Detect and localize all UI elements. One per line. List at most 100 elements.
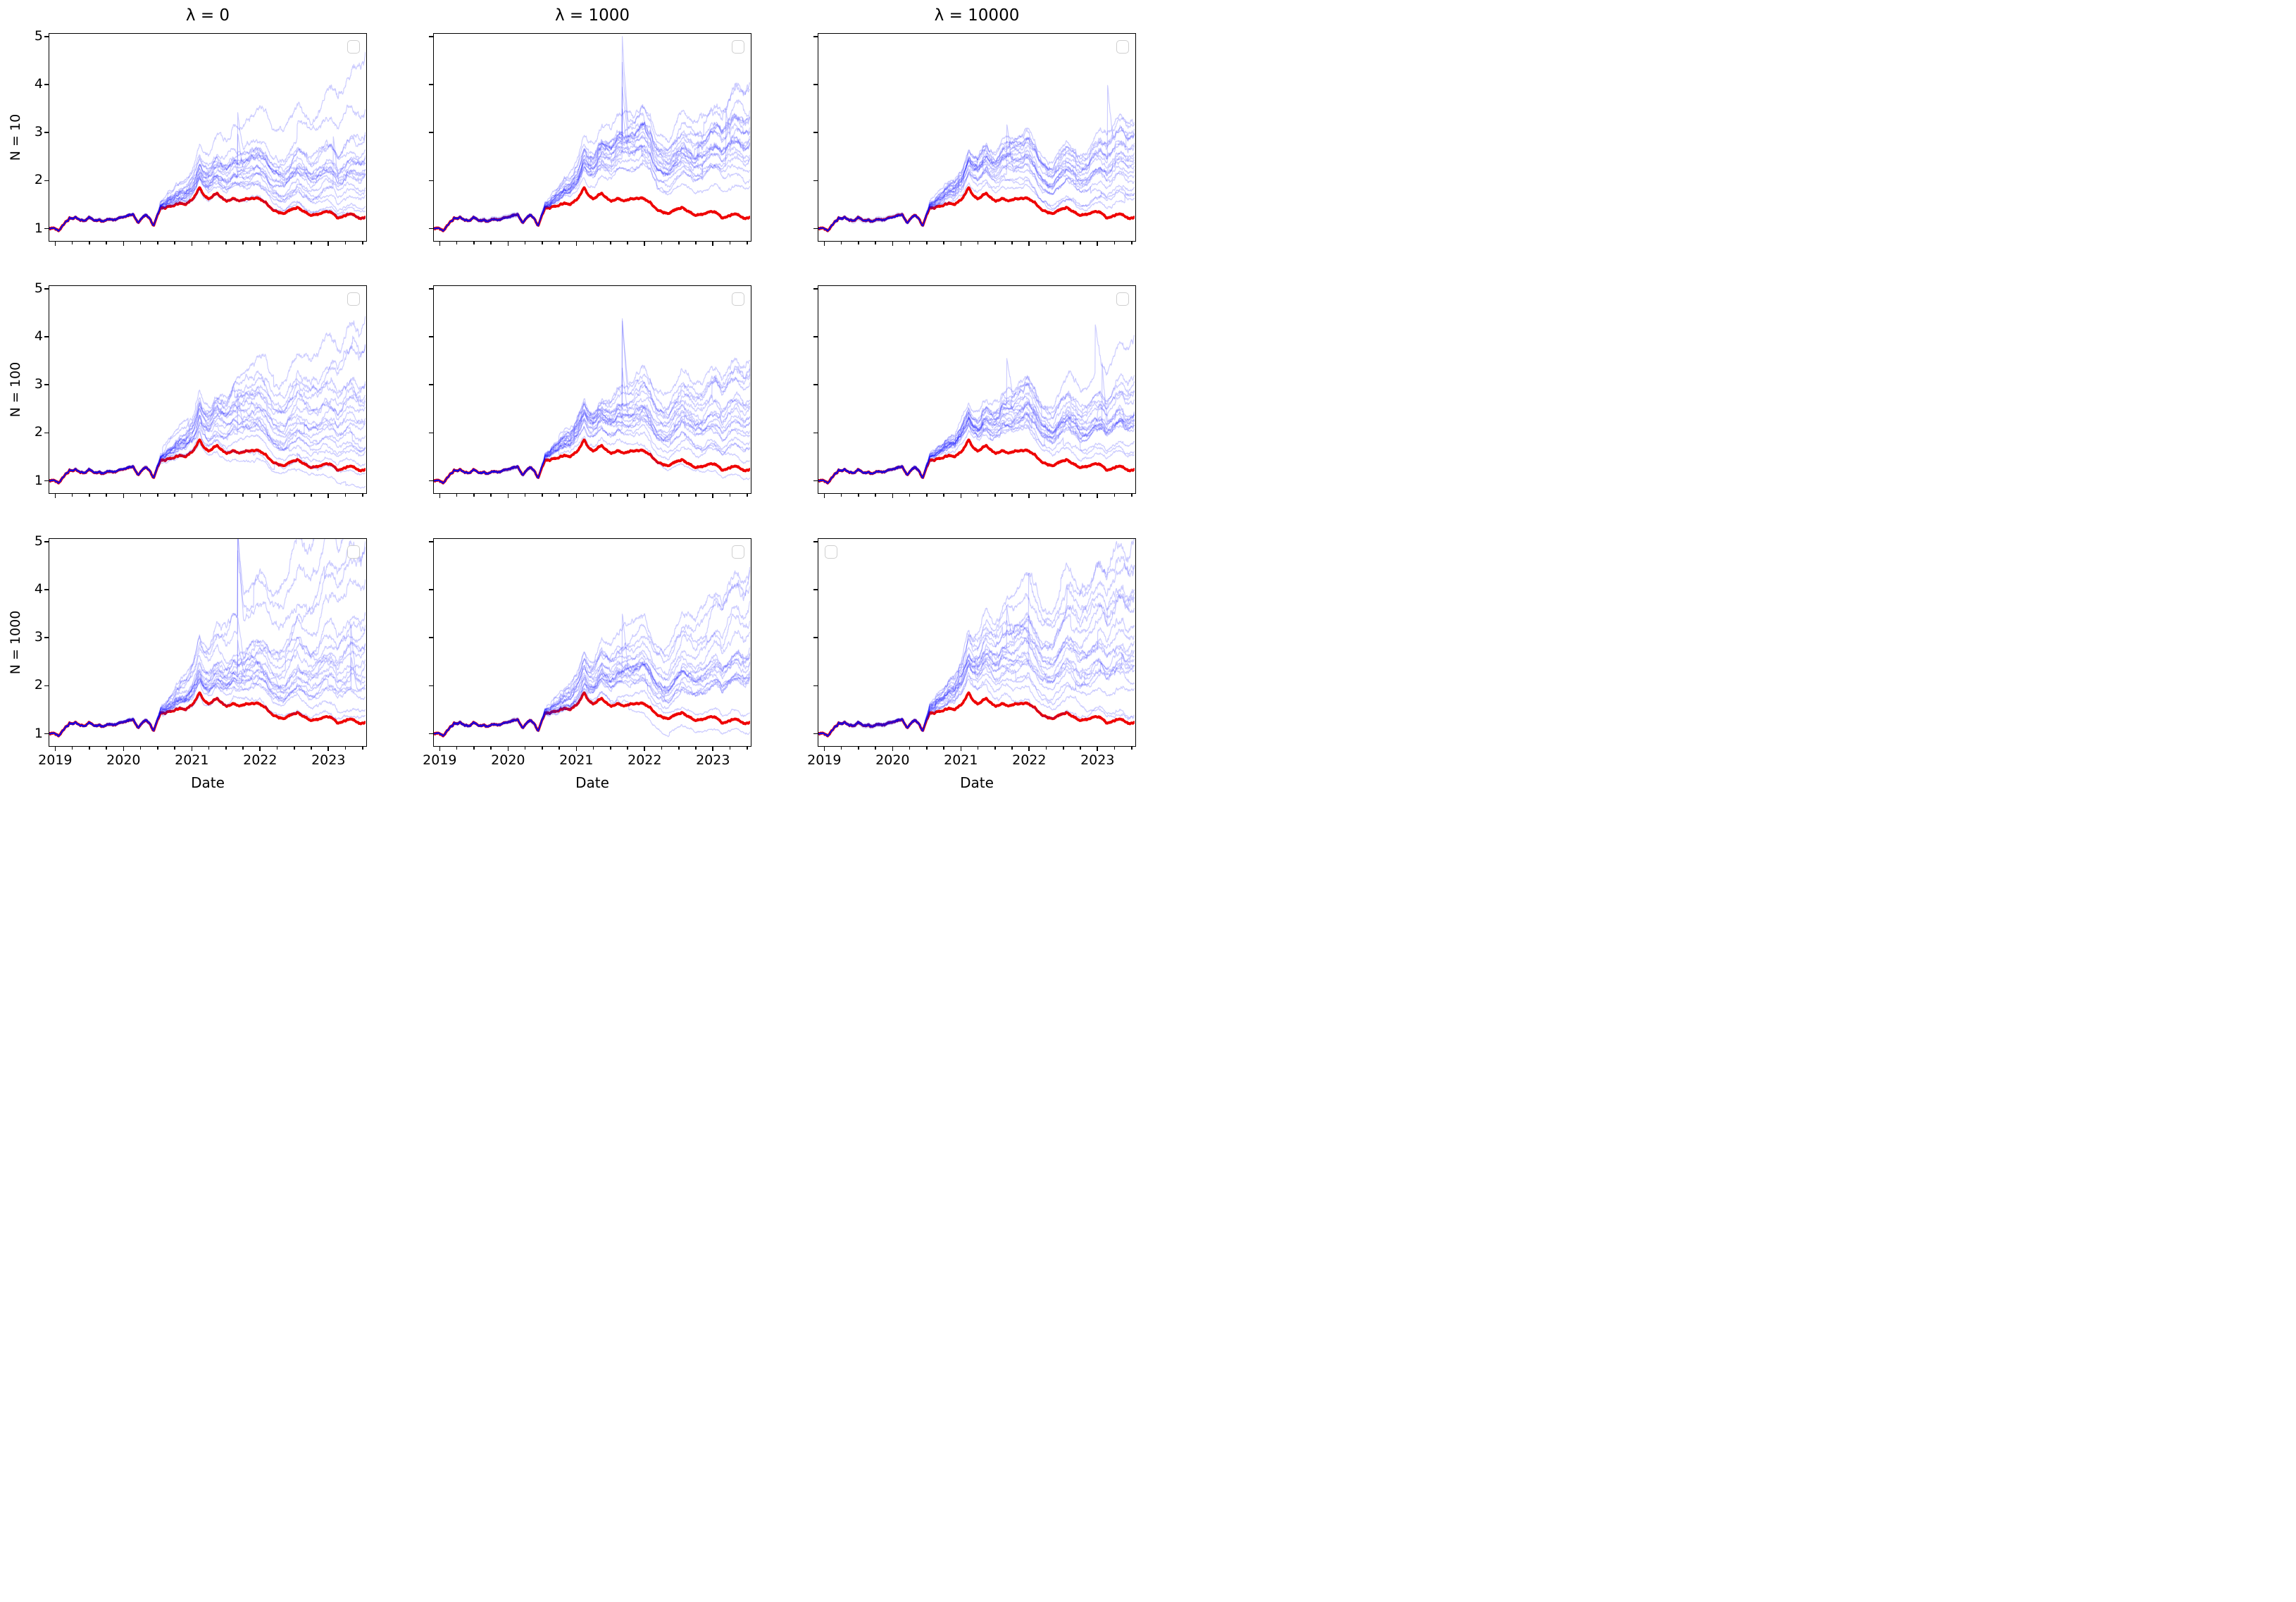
col-title-lambda-10000: λ = 10000 xyxy=(934,6,1020,25)
x-minor-tick xyxy=(1130,747,1133,750)
x-major-tick xyxy=(892,242,894,246)
x-major-tick xyxy=(823,242,825,246)
y-tick-label: 5 xyxy=(34,533,43,549)
x-minor-tick xyxy=(524,242,526,244)
x-minor-tick xyxy=(456,494,458,497)
y-major-tick xyxy=(813,480,818,482)
x-minor-tick xyxy=(627,242,628,244)
y-major-tick xyxy=(44,132,49,134)
y-tick-label: 5 xyxy=(34,28,43,44)
y-major-tick xyxy=(429,336,433,337)
x-tick-label: 2021 xyxy=(559,752,594,768)
x-minor-tick xyxy=(157,747,158,750)
x-minor-tick xyxy=(361,747,363,750)
x-major-tick xyxy=(259,242,261,246)
legend-box xyxy=(347,40,360,54)
x-major-tick xyxy=(327,242,330,246)
x-minor-tick xyxy=(909,747,911,750)
legend-box xyxy=(347,545,360,559)
x-major-tick xyxy=(191,242,193,246)
y-major-tick xyxy=(813,132,818,134)
x-minor-tick xyxy=(840,494,842,497)
y-major-tick xyxy=(429,84,433,85)
x-minor-tick xyxy=(208,242,210,244)
x-major-tick xyxy=(507,242,509,246)
x-minor-tick xyxy=(1062,494,1064,497)
x-minor-tick xyxy=(1062,747,1064,750)
x-major-tick xyxy=(712,242,714,246)
x-minor-tick xyxy=(276,494,278,497)
x-minor-tick xyxy=(139,494,142,497)
x-minor-tick xyxy=(524,747,526,750)
y-major-tick xyxy=(813,288,818,290)
x-minor-tick xyxy=(344,494,347,497)
y-major-tick xyxy=(429,180,433,182)
x-major-tick xyxy=(259,494,261,498)
x-minor-tick xyxy=(695,242,697,244)
x-minor-tick xyxy=(293,747,295,750)
x-tick-label: 2020 xyxy=(875,752,910,768)
x-major-tick xyxy=(507,494,509,498)
x-minor-tick xyxy=(746,494,748,497)
x-axis-label-col2: Date xyxy=(575,774,609,791)
x-major-tick xyxy=(439,242,441,246)
x-minor-tick xyxy=(729,242,731,244)
x-minor-tick xyxy=(542,494,543,497)
x-minor-tick xyxy=(490,242,492,244)
x-minor-tick xyxy=(344,747,347,750)
x-minor-tick xyxy=(242,242,244,244)
y-tick-label: 1 xyxy=(34,220,43,236)
x-minor-tick xyxy=(174,494,175,497)
subplot-n1000-lambda1000 xyxy=(433,538,751,747)
x-minor-tick xyxy=(609,242,611,244)
x-major-tick xyxy=(191,747,193,751)
y-tick-label: 4 xyxy=(34,328,43,344)
y-major-tick xyxy=(429,36,433,37)
x-minor-tick xyxy=(695,494,697,497)
x-minor-tick xyxy=(89,747,90,750)
x-major-tick xyxy=(960,494,962,498)
x-minor-tick xyxy=(1062,242,1064,244)
x-minor-tick xyxy=(174,242,175,244)
subplot-n1000-lambda10000 xyxy=(818,538,1136,747)
x-major-tick xyxy=(1097,494,1099,498)
x-minor-tick xyxy=(1045,242,1047,244)
legend-box xyxy=(732,545,744,559)
x-minor-tick xyxy=(875,747,876,750)
x-minor-tick xyxy=(1011,494,1013,497)
x-minor-tick xyxy=(875,242,876,244)
subplot-n10-lambda10000 xyxy=(818,33,1136,242)
x-tick-label: 2022 xyxy=(1012,752,1047,768)
y-tick-label: 3 xyxy=(34,124,43,140)
x-major-tick xyxy=(123,494,125,498)
x-major-tick xyxy=(191,494,193,498)
plot-canvas-r1c2 xyxy=(818,286,1135,492)
x-minor-tick xyxy=(840,242,842,244)
x-major-tick xyxy=(54,494,56,498)
x-minor-tick xyxy=(344,242,347,244)
y-major-tick xyxy=(44,36,49,37)
x-tick-label: 2020 xyxy=(491,752,525,768)
y-major-tick xyxy=(813,733,818,735)
x-minor-tick xyxy=(490,747,492,750)
x-minor-tick xyxy=(490,494,492,497)
x-minor-tick xyxy=(139,747,142,750)
x-minor-tick xyxy=(661,494,663,497)
x-minor-tick xyxy=(157,494,158,497)
x-minor-tick xyxy=(208,747,210,750)
y-major-tick xyxy=(813,228,818,230)
figure: λ = 0 λ = 1000 λ = 10000 N = 10 N = 100 … xyxy=(0,0,1148,801)
legend-box xyxy=(1116,292,1129,306)
y-major-tick xyxy=(429,541,433,542)
y-major-tick xyxy=(813,685,818,687)
x-minor-tick xyxy=(1011,747,1013,750)
x-minor-tick xyxy=(609,494,611,497)
y-major-tick xyxy=(429,480,433,482)
y-tick-label: 2 xyxy=(34,424,43,440)
x-minor-tick xyxy=(174,747,175,750)
legend-box xyxy=(825,545,837,559)
x-minor-tick xyxy=(1011,242,1013,244)
x-major-tick xyxy=(327,494,330,498)
plot-canvas-r0c0 xyxy=(49,34,366,240)
x-minor-tick xyxy=(592,747,594,750)
